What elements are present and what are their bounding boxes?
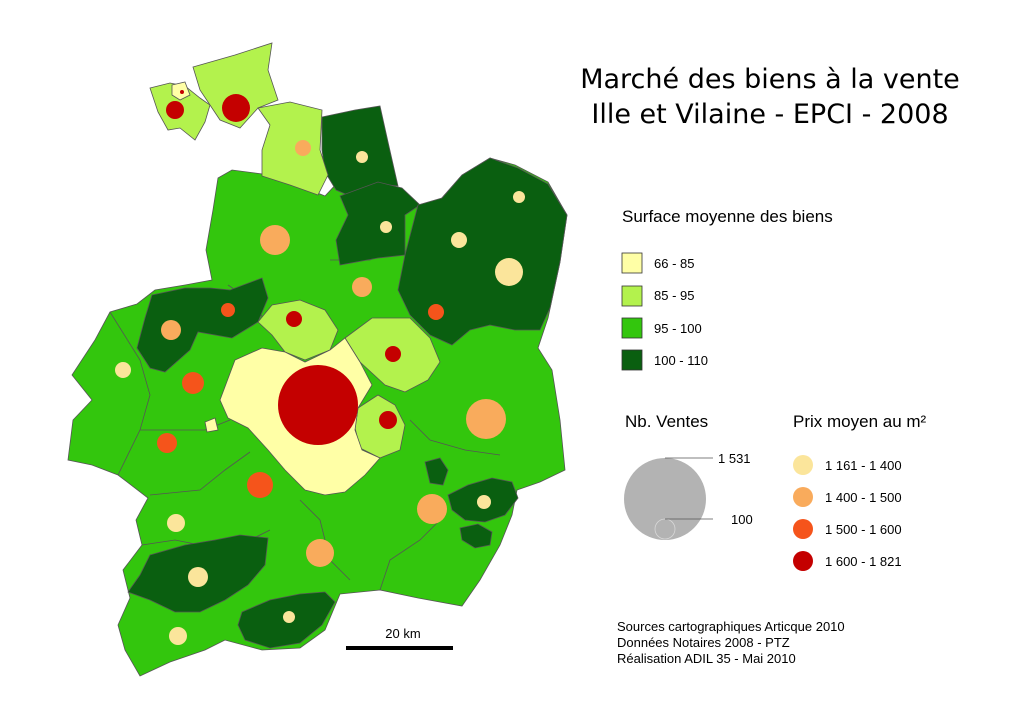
price-label-3: 1 500 - 1 600: [825, 522, 902, 537]
price-label-2: 1 400 - 1 500: [825, 490, 902, 505]
price-circle-center-east: [385, 346, 401, 362]
credit-line-1: Sources cartographiques Articque 2010: [617, 619, 845, 634]
price-circle-east-small: [477, 495, 491, 509]
price-circle-northeast-1: [513, 191, 525, 203]
epci-map: [67, 42, 568, 677]
epci-region-east-small-3: [424, 457, 449, 486]
price-circle-south-center: [306, 539, 334, 567]
price-swatch-2: [793, 487, 813, 507]
price-circle-west-2: [182, 372, 204, 394]
price-circle-south: [283, 611, 295, 623]
price-swatch-3: [793, 519, 813, 539]
price-circle-north-light: [295, 140, 311, 156]
surface-swatch-2: [621, 285, 643, 307]
price-swatch-4: [793, 551, 813, 571]
price-circle-north-center: [352, 277, 372, 297]
epci-region-north-1: [321, 105, 399, 197]
price-swatch-1: [793, 455, 813, 475]
price-circle-combourg: [260, 225, 290, 255]
price-label-4: 1 600 - 1 821: [825, 554, 902, 569]
credits: Sources cartographiques Articque 2010 Do…: [617, 619, 845, 666]
sales-legend-max-label: 1 531: [718, 451, 751, 466]
price-label-1: 1 161 - 1 400: [825, 458, 902, 473]
price-circle-west-1: [115, 362, 131, 378]
surface-label-3: 95 - 100: [654, 321, 702, 336]
price-circle-rennes: [278, 365, 358, 445]
price-circle-rennes-east: [379, 411, 397, 429]
sales-legend: Nb. Ventes 1 531 100: [624, 412, 753, 540]
price-circle-southwest-rennes: [247, 472, 273, 498]
surface-swatch-3: [621, 317, 643, 339]
epci-region-center-north: [257, 299, 339, 361]
price-circle-vitre: [466, 399, 506, 439]
price-circle-janze: [417, 494, 447, 524]
map-title-line-1: Marché des biens à la vente: [580, 64, 960, 95]
price-symbols: [115, 90, 525, 645]
price-circle-fougeres: [495, 258, 523, 286]
surface-label-1: 66 - 85: [654, 256, 694, 271]
price-circle-southwest: [188, 567, 208, 587]
price-circle-center-north: [286, 311, 302, 327]
surface-swatch-1: [621, 252, 643, 274]
price-circle-northwest-2: [161, 320, 181, 340]
sales-legend-heading: Nb. Ventes: [625, 412, 708, 431]
price-legend-heading: Prix moyen au m²: [793, 412, 927, 431]
scale-bar: 20 km: [346, 626, 453, 650]
surface-legend: Surface moyenne des biens 66 - 85 85 - 9…: [621, 207, 833, 371]
price-circle-north-2: [380, 221, 392, 233]
price-circle-redon: [169, 627, 187, 645]
surface-swatch-4: [621, 349, 643, 371]
sales-legend-min-label: 100: [731, 512, 753, 527]
price-legend: Prix moyen au m² 1 161 - 1 400 1 400 - 1…: [793, 412, 927, 571]
price-circle-montfort: [157, 433, 177, 453]
price-circle-dinard-center: [180, 90, 184, 94]
epci-region-north-light: [257, 101, 329, 196]
credit-line-3: Réalisation ADIL 35 - Mai 2010: [617, 651, 796, 666]
surface-label-4: 100 - 110: [654, 353, 708, 368]
price-circle-northeast-3: [428, 304, 444, 320]
surface-label-2: 85 - 95: [654, 288, 694, 303]
scale-bar-label: 20 km: [385, 626, 420, 641]
epci-region-enclave: [204, 417, 219, 433]
epci-region-east-small-2: [459, 523, 493, 549]
price-circle-dinard: [166, 101, 184, 119]
surface-legend-heading: Surface moyenne des biens: [622, 207, 833, 226]
price-circle-north-1: [356, 151, 368, 163]
epci-region-northeast: [397, 157, 568, 346]
price-circle-west-3: [167, 514, 185, 532]
map-title-line-2: Ille et Vilaine - EPCI - 2008: [591, 99, 948, 130]
price-circle-northeast-2: [451, 232, 467, 248]
price-circle-saint-malo: [222, 94, 250, 122]
credit-line-2: Données Notaires 2008 - PTZ: [617, 635, 790, 650]
scale-bar-line: [346, 646, 453, 650]
price-circle-northwest-1: [221, 303, 235, 317]
epci-region-northwest: [136, 277, 269, 373]
sales-legend-circle-max: [624, 458, 706, 540]
